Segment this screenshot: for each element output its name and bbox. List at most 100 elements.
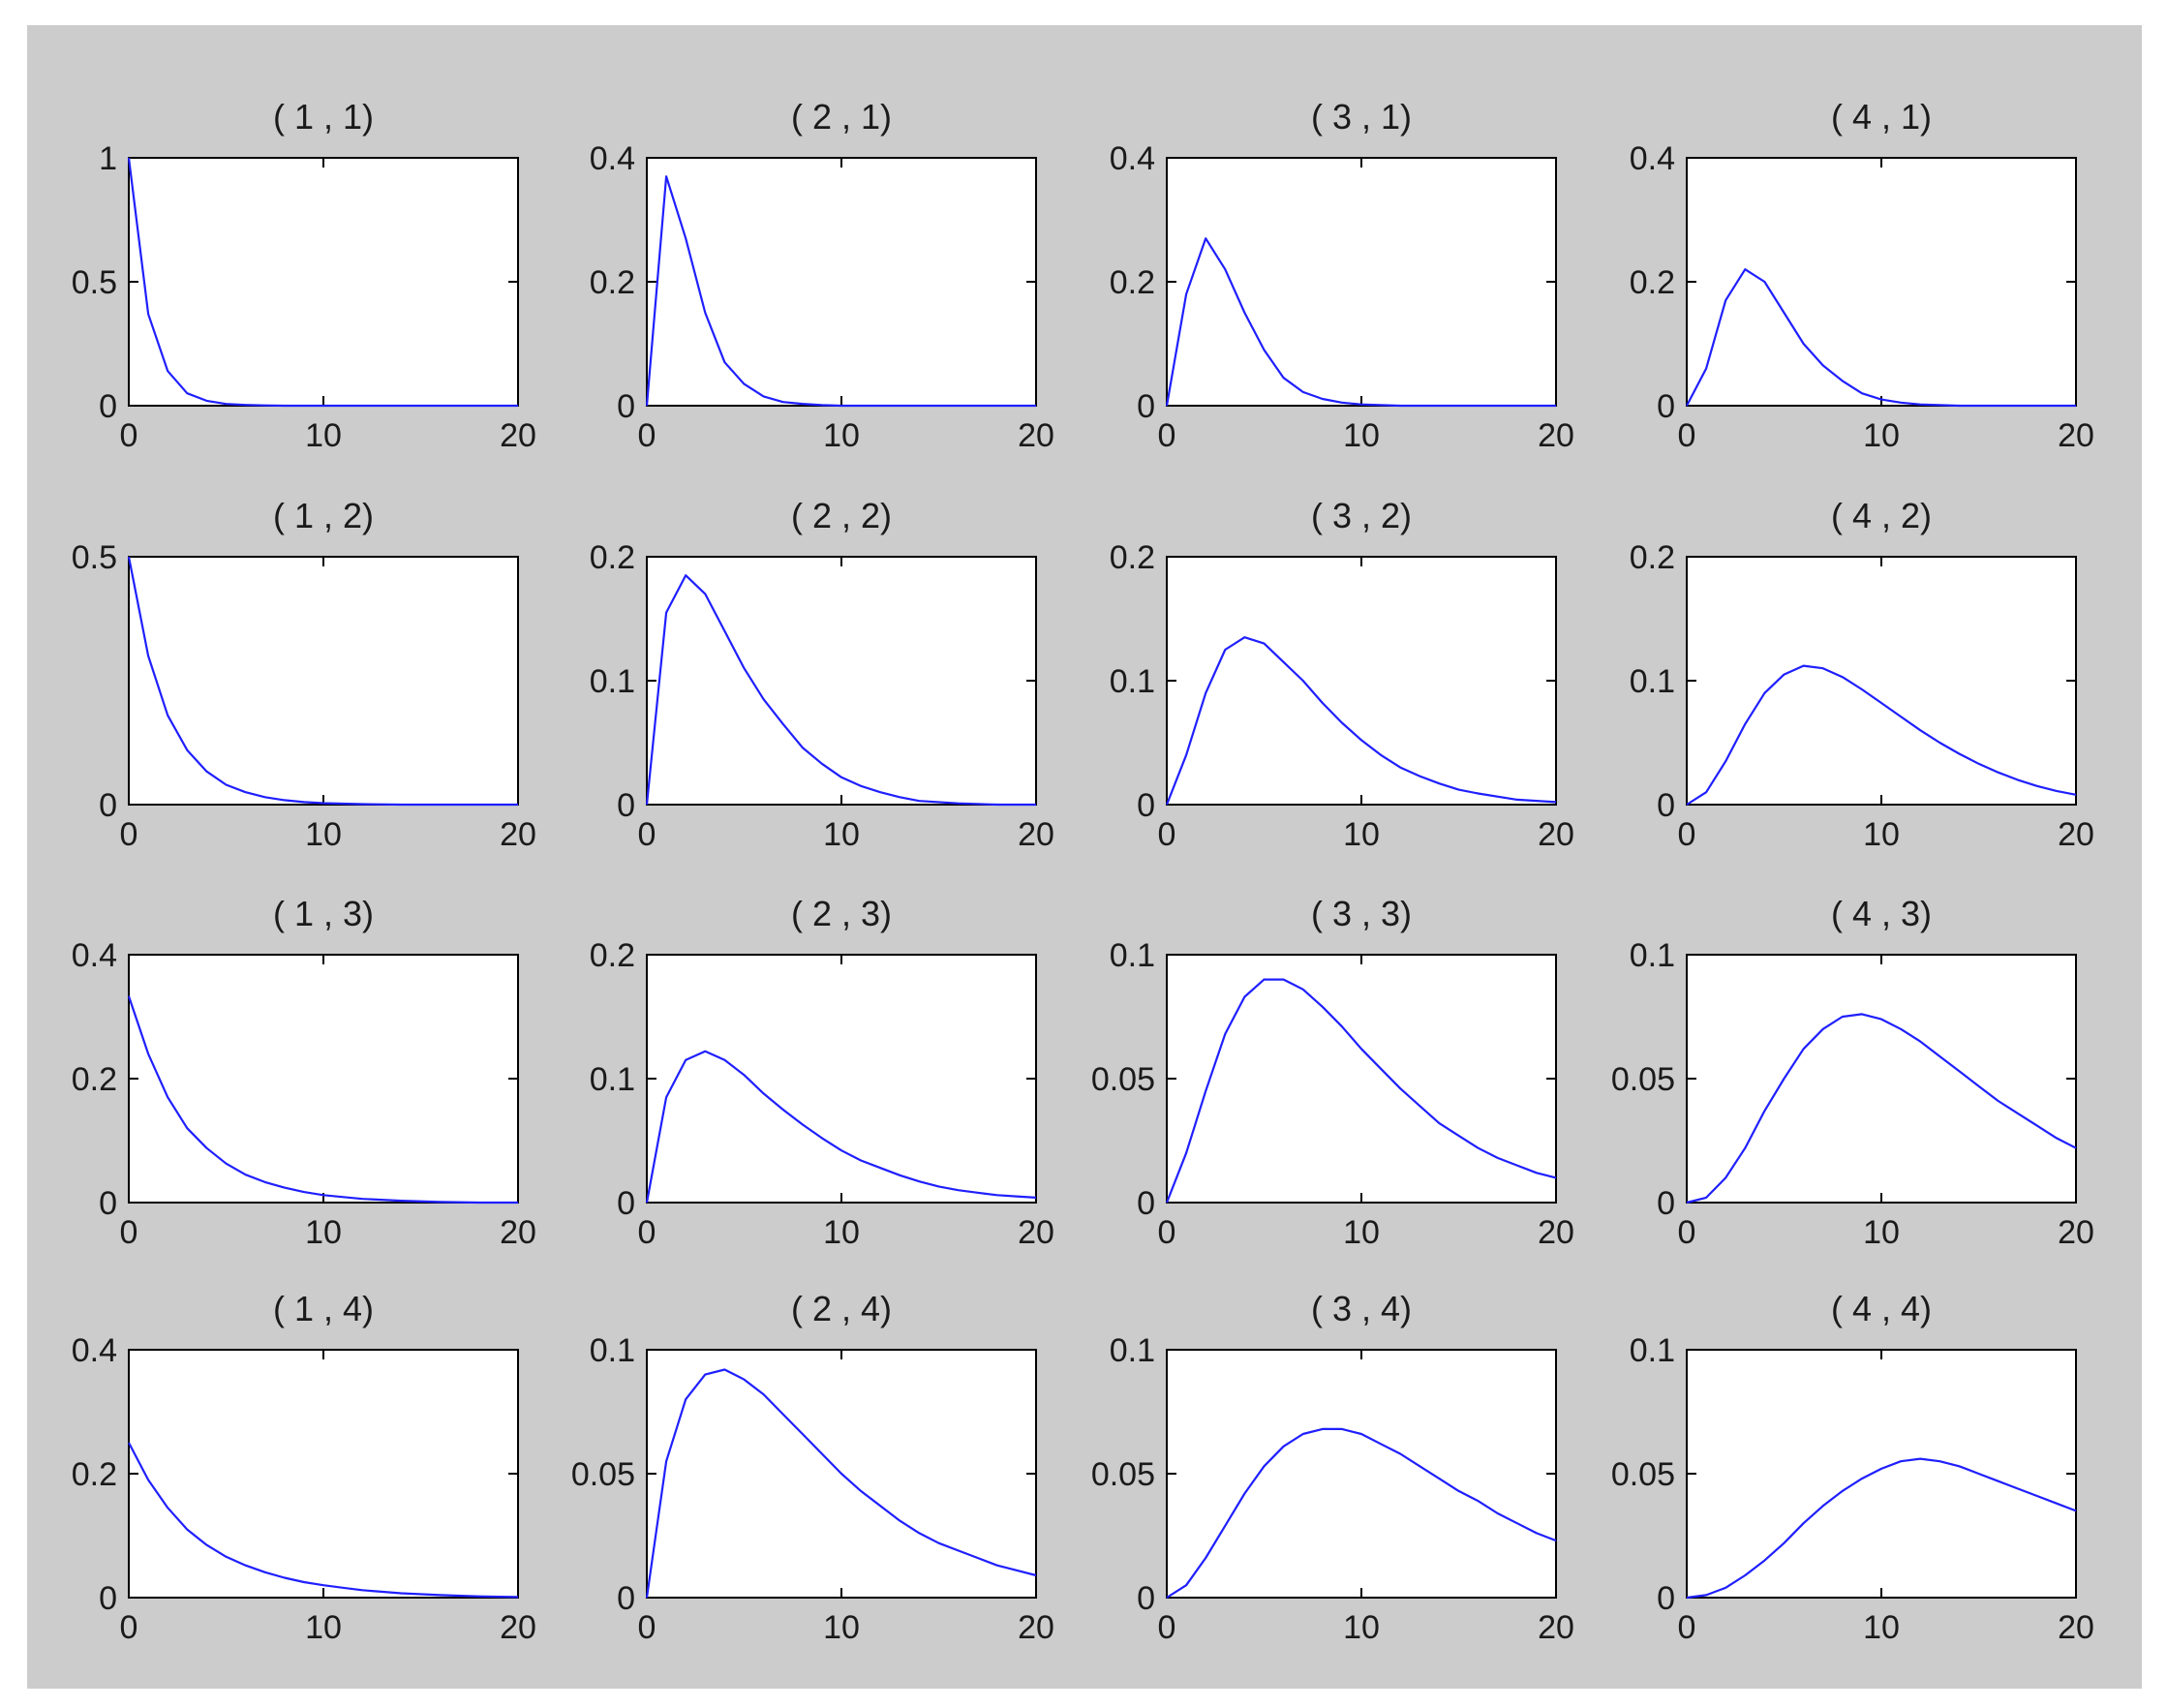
subplot-title: ( 1 , 2) xyxy=(273,496,374,535)
y-tick-label: 0 xyxy=(1137,1185,1155,1222)
x-tick-label: 0 xyxy=(638,417,656,454)
x-tick-label: 10 xyxy=(1343,417,1380,454)
subplot-title: ( 3 , 4) xyxy=(1311,1289,1412,1328)
series-line xyxy=(127,157,518,408)
x-tick-label: 20 xyxy=(1538,816,1574,853)
x-tick-label: 20 xyxy=(500,417,536,454)
y-tick-label: 0.2 xyxy=(72,1456,117,1493)
y-tick-label: 0.1 xyxy=(1630,663,1675,700)
y-tick-label: 0.4 xyxy=(1630,140,1675,177)
series-line xyxy=(127,995,518,1205)
x-tick-label: 0 xyxy=(1678,1609,1696,1646)
x-tick-label: 10 xyxy=(1863,417,1900,454)
subplot-title: ( 2 , 2) xyxy=(791,496,892,535)
y-tick-label: 0 xyxy=(617,1185,635,1222)
y-tick-label: 0 xyxy=(1657,787,1675,824)
x-tick-label: 20 xyxy=(1538,1214,1574,1251)
subplot-3-4: ( 3 , 4) 0 10 20 0 0.05 0.1 xyxy=(1091,1289,1574,1646)
x-tick-label: 0 xyxy=(120,1214,138,1251)
x-tick-label: 20 xyxy=(2058,1609,2094,1646)
x-tick-label: 10 xyxy=(1343,816,1380,853)
x-tick-label: 20 xyxy=(500,816,536,853)
axes-box xyxy=(1166,954,1557,1204)
x-tick-label: 20 xyxy=(500,1214,536,1251)
x-tick-label: 20 xyxy=(1538,417,1574,454)
x-tick-label: 0 xyxy=(120,816,138,853)
y-tick-label: 0.1 xyxy=(1630,937,1675,974)
y-tick-label: 0.05 xyxy=(1091,1456,1155,1493)
y-tick-label: 0 xyxy=(1137,1580,1155,1617)
x-tick-label: 0 xyxy=(1158,417,1176,454)
y-tick-label: 0.2 xyxy=(590,937,635,974)
x-tick-label: 10 xyxy=(823,1609,860,1646)
y-tick-label: 0.2 xyxy=(1630,264,1675,301)
subplot-3-1: ( 3 , 1) 0 10 20 0 0.2 0.4 xyxy=(1110,97,1574,454)
series-line xyxy=(1165,978,1557,1204)
series-line xyxy=(1686,268,2076,408)
x-tick-label: 10 xyxy=(1343,1609,1380,1646)
subplot-2-4: ( 2 , 4) 0 10 20 0 0.05 0.1 xyxy=(571,1289,1054,1646)
x-tick-label: 0 xyxy=(1158,816,1176,853)
y-tick-label: 0.2 xyxy=(1630,539,1675,576)
x-tick-label: 20 xyxy=(1018,1214,1054,1251)
y-tick-label: 0.1 xyxy=(590,1061,635,1098)
subplot-title: ( 2 , 1) xyxy=(791,97,892,137)
y-tick-label: 0.1 xyxy=(590,663,635,700)
subplot-2-1: ( 2 , 1) 0 10 20 0 0.2 0.4 xyxy=(590,97,1054,454)
x-tick-label: 20 xyxy=(1018,417,1054,454)
subplot-2-2: ( 2 , 2) 0 10 20 0 0.1 0.2 xyxy=(590,496,1054,853)
x-tick-label: 10 xyxy=(305,816,342,853)
subplot-1-3: ( 1 , 3) 0 10 20 0 0.2 0.4 xyxy=(72,894,536,1251)
axes-box xyxy=(1686,1349,2077,1599)
axes-box xyxy=(646,157,1037,407)
y-tick-label: 0.05 xyxy=(571,1456,635,1493)
y-tick-label: 0.2 xyxy=(72,1061,117,1098)
series-line xyxy=(645,1368,1037,1599)
y-tick-label: 0.5 xyxy=(72,539,117,576)
subplot-1-4: ( 1 , 4) 0 10 20 0 0.2 0.4 xyxy=(72,1289,536,1646)
series-line xyxy=(645,175,1036,408)
subplot-1-1: ( 1 , 1) 0 10 20 0 0.5 1 xyxy=(72,97,536,454)
subplot-title: ( 4 , 1) xyxy=(1831,97,1932,137)
x-tick-label: 10 xyxy=(823,417,860,454)
x-tick-label: 0 xyxy=(1678,1214,1696,1251)
x-tick-label: 0 xyxy=(638,816,656,853)
x-tick-label: 10 xyxy=(305,417,342,454)
axes-box xyxy=(128,157,519,407)
y-tick-label: 0 xyxy=(1657,1185,1675,1222)
subplot-title: ( 2 , 4) xyxy=(791,1289,892,1328)
x-tick-label: 0 xyxy=(1158,1609,1176,1646)
y-tick-label: 0.5 xyxy=(72,264,117,301)
axes-box xyxy=(128,556,519,806)
y-tick-label: 0 xyxy=(99,1185,117,1222)
y-tick-label: 0.4 xyxy=(590,140,635,177)
x-tick-label: 10 xyxy=(305,1214,342,1251)
axes-box xyxy=(1166,1349,1557,1599)
y-tick-label: 0.2 xyxy=(1110,264,1155,301)
subplot-title: ( 3 , 2) xyxy=(1311,496,1412,535)
series-line xyxy=(127,556,518,807)
y-tick-label: 0.2 xyxy=(590,539,635,576)
axes-box xyxy=(1166,556,1557,806)
x-tick-label: 0 xyxy=(638,1214,656,1251)
x-tick-label: 10 xyxy=(823,1214,860,1251)
y-tick-label: 0 xyxy=(617,787,635,824)
series-line xyxy=(1686,1013,2077,1205)
y-tick-label: 0 xyxy=(617,1580,635,1617)
y-tick-label: 0.1 xyxy=(1110,663,1155,700)
x-tick-label: 10 xyxy=(1863,1609,1900,1646)
series-line xyxy=(645,1050,1037,1204)
x-tick-label: 20 xyxy=(1018,816,1054,853)
x-tick-label: 0 xyxy=(638,1609,656,1646)
subplot-1-2: ( 1 , 2) 0 10 20 0 0.5 xyxy=(72,496,536,853)
subplot-title: ( 4 , 3) xyxy=(1831,894,1932,933)
x-tick-label: 20 xyxy=(2058,1214,2094,1251)
y-tick-label: 1 xyxy=(99,140,117,177)
x-tick-label: 0 xyxy=(120,417,138,454)
x-tick-label: 20 xyxy=(500,1609,536,1646)
x-tick-label: 10 xyxy=(823,816,860,853)
subplot-3-3: ( 3 , 3) 0 10 20 0 0.05 0.1 xyxy=(1091,894,1574,1251)
y-tick-label: 0.2 xyxy=(1110,539,1155,576)
subplot-title: ( 4 , 2) xyxy=(1831,496,1932,535)
